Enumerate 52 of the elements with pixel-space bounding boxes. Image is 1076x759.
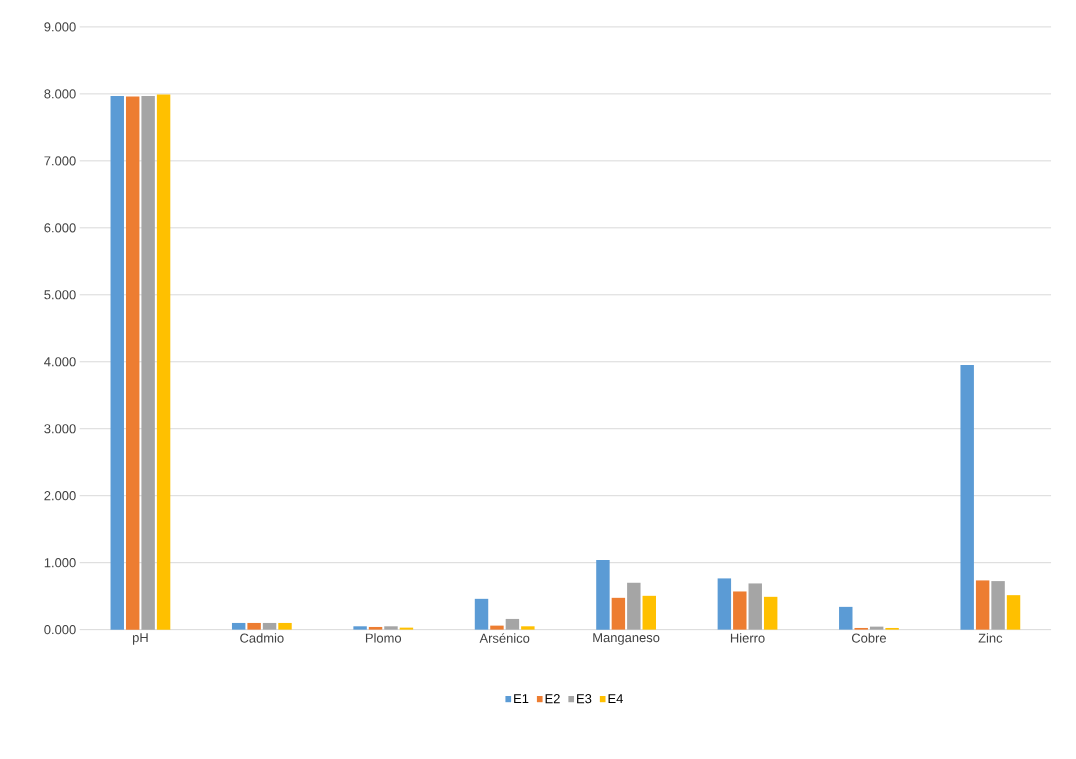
bar [278,622,292,630]
y-tick-label: 5.000 [44,290,76,300]
bar [384,626,398,630]
y-tick-label: 3.000 [44,424,76,434]
bar [110,95,124,630]
bar [353,626,367,630]
y-tick-label: 1.000 [44,558,76,568]
y-tick-label: 7.000 [44,156,76,166]
bar [399,627,414,630]
bar [869,626,884,630]
bar [247,622,261,630]
y-tick-label: 4.000 [44,357,76,367]
x-tick-label: pH [132,633,148,645]
bar [474,598,489,630]
bar [125,96,140,630]
bar [262,622,277,630]
y-tick-label: 6.000 [44,223,76,233]
x-tick-label: Cadmio [240,633,284,643]
x-tick-label: Arsénico [479,633,530,643]
y-tick-label: 2.000 [44,491,76,501]
bar [975,580,990,630]
bar [839,606,853,630]
bar [1006,595,1021,630]
bar [521,626,535,630]
bar [368,626,383,630]
bar [627,582,641,630]
bar [642,595,656,630]
y-tick-label: 8.000 [44,89,76,99]
bar [717,578,732,630]
bar [490,625,504,630]
x-tick-label: Hierro [730,633,765,643]
bar [596,559,610,630]
bar [505,618,520,630]
x-tick-label: Zinc [978,633,1003,643]
bar [231,622,246,630]
y-tick-label: 9.000 [44,22,76,32]
legend-label: E3 [577,694,592,704]
bar [991,581,1005,630]
bar [611,597,626,630]
legend-label: E1 [514,694,529,703]
legend-label: E2 [545,694,560,704]
x-tick-label: Manganeso [593,633,660,645]
legend-label: E4 [608,694,623,703]
bar [763,596,778,630]
x-tick-label: Cobre [851,633,886,643]
bar [733,591,747,630]
y-tick-label: 0.000 [44,624,76,635]
bar [156,94,171,630]
x-tick-label: Plomo [365,633,402,643]
bar [141,95,155,630]
bar [960,365,974,630]
bar [748,583,762,630]
